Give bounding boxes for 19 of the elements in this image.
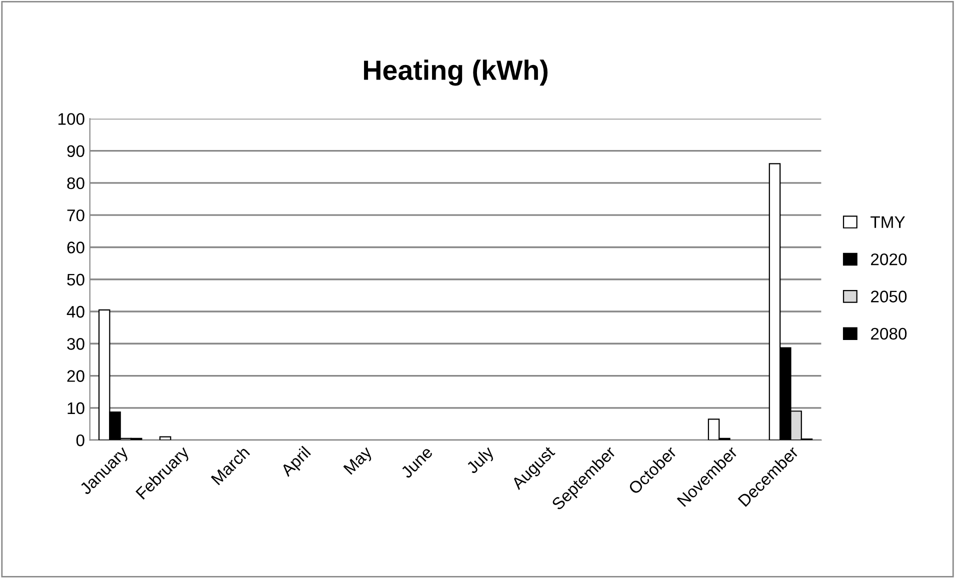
bar	[159, 436, 172, 440]
y-tick-label: 40	[66, 306, 84, 318]
y-tick-label: 100	[58, 113, 84, 125]
y-tick-label: 60	[67, 242, 84, 254]
legend-label: 2050	[871, 290, 907, 302]
y-tick-label: 30	[67, 338, 84, 350]
chart-title: Heating (kWh)	[364, 60, 548, 86]
legend-label: 2020	[871, 253, 907, 266]
y-tick-label: 80	[67, 177, 84, 190]
x-tick-label: July	[465, 444, 497, 477]
y-tick-label: 50	[67, 274, 84, 286]
y-tick-label: 70	[67, 210, 84, 222]
y-tick-label: 90	[67, 145, 84, 158]
legend-label: 2080	[871, 328, 907, 340]
x-tick-label: May	[343, 445, 376, 478]
y-tick-label: 10	[68, 402, 84, 414]
y-tick-label: 0	[76, 434, 84, 446]
y-tick-label: 20	[67, 370, 84, 382]
legend-label: TMY	[870, 216, 905, 228]
